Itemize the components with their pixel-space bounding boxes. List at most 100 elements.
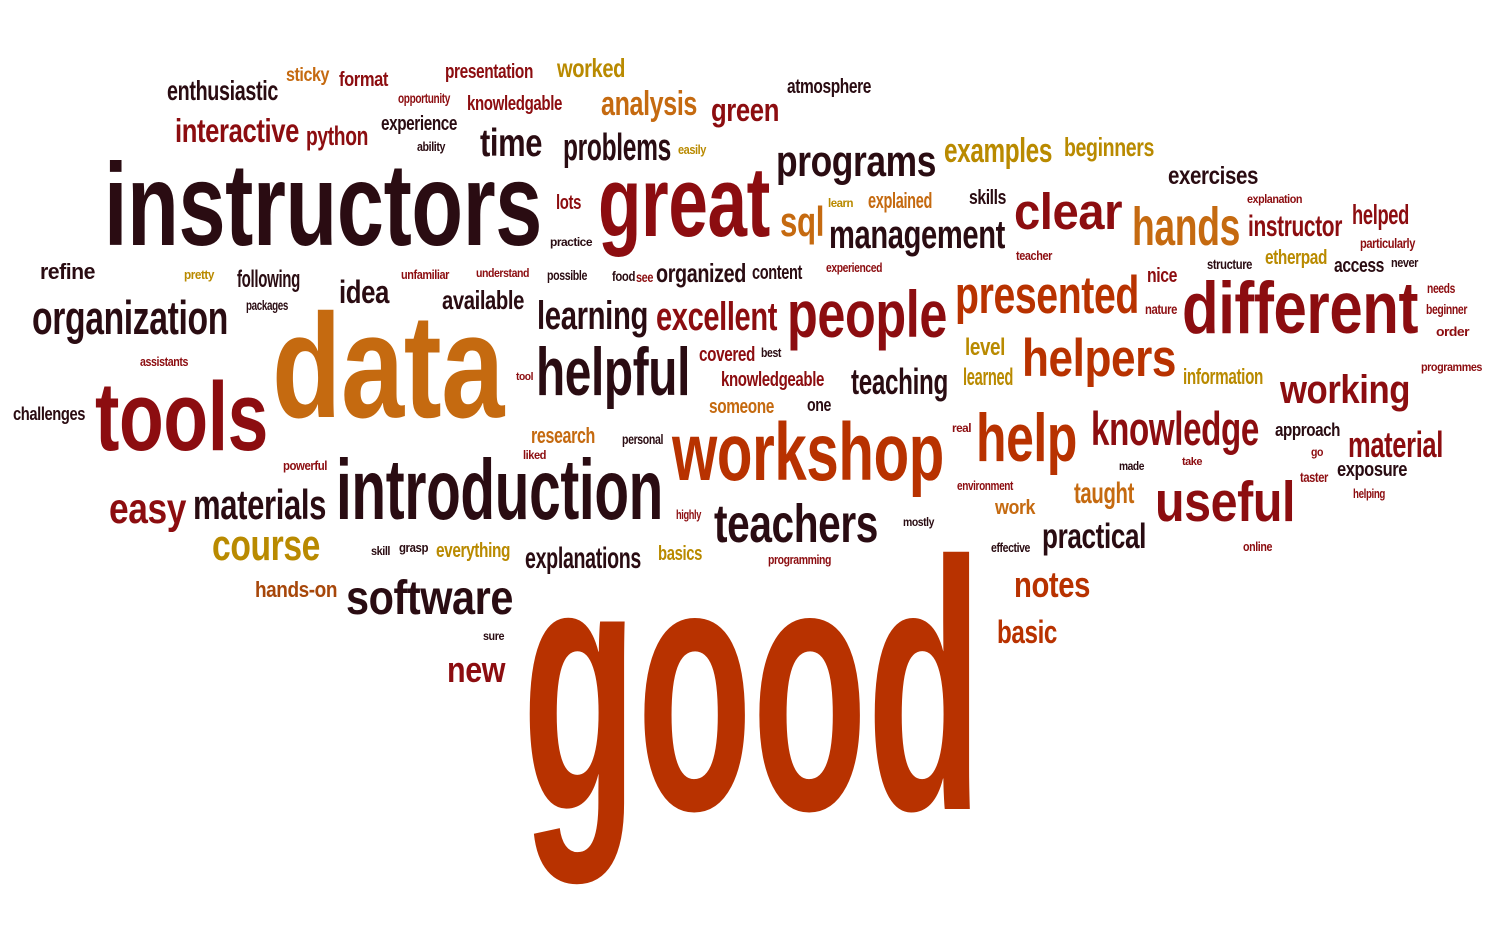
word-content: content xyxy=(752,262,802,284)
word-etherpad: etherpad xyxy=(1265,247,1327,269)
word-people: people xyxy=(787,277,947,351)
word-skills: skills xyxy=(969,187,1006,209)
word-mostly: mostly xyxy=(903,515,934,529)
word-helping: helping xyxy=(1353,486,1385,501)
word-teacher: teacher xyxy=(1016,248,1052,263)
word-pretty: pretty xyxy=(184,267,214,282)
word-problems: problems xyxy=(563,127,671,169)
word-lots: lots xyxy=(556,192,581,214)
word-easily: easily xyxy=(678,142,706,157)
word-beginner: beginner xyxy=(1426,301,1467,317)
word-idea: idea xyxy=(339,274,389,310)
word-exposure: exposure xyxy=(1337,459,1407,481)
word-level: level xyxy=(965,334,1005,361)
word-data: data xyxy=(272,284,504,449)
word-knowledge: knowledge xyxy=(1091,402,1259,455)
word-order: order xyxy=(1436,324,1470,339)
word-tool: tool xyxy=(516,371,533,383)
word-practice: practice xyxy=(550,235,593,249)
word-taster: taster xyxy=(1300,469,1328,485)
word-go: go xyxy=(1311,445,1323,459)
word-time: time xyxy=(480,122,542,165)
word-available: available xyxy=(442,285,524,315)
word-python: python xyxy=(306,121,368,151)
word-new: new xyxy=(447,649,505,690)
word-real: real xyxy=(952,421,972,435)
word-ability: ability xyxy=(417,139,445,154)
word-course: course xyxy=(212,521,320,570)
word-work: work xyxy=(995,497,1035,519)
word-helped: helped xyxy=(1352,199,1409,230)
word-materials: materials xyxy=(193,481,326,528)
word-format: format xyxy=(339,69,388,91)
word-nice: nice xyxy=(1147,265,1177,287)
word-practical: practical xyxy=(1042,517,1146,556)
word-basics: basics xyxy=(658,543,702,565)
word-easy: easy xyxy=(109,485,186,533)
word-explained: explained xyxy=(868,188,932,213)
word-exercises: exercises xyxy=(1168,162,1258,190)
word-environment: environment xyxy=(957,478,1013,493)
word-understand: understand xyxy=(476,266,529,280)
word-taught: taught xyxy=(1074,477,1134,510)
word-unfamiliar: unfamiliar xyxy=(401,267,449,282)
word-following: following xyxy=(237,266,300,293)
word-sticky: sticky xyxy=(286,65,329,86)
word-analysis: analysis xyxy=(601,85,697,123)
word-teaching: teaching xyxy=(851,361,948,402)
word-programming: programming xyxy=(768,552,831,567)
word-help: help xyxy=(976,400,1077,476)
word-good: good xyxy=(522,489,982,885)
word-learn: learn xyxy=(828,196,853,210)
word-interactive: interactive xyxy=(175,112,299,149)
word-made: made xyxy=(1119,459,1144,473)
word-see: see xyxy=(636,269,653,285)
word-food: food xyxy=(612,268,635,284)
word-presentation: presentation xyxy=(445,61,533,83)
word-access: access xyxy=(1334,255,1384,277)
word-research: research xyxy=(531,423,595,448)
word-sure: sure xyxy=(483,629,504,643)
word-presented: presented xyxy=(955,266,1139,325)
word-skill: skill xyxy=(371,544,390,558)
word-excellent: excellent xyxy=(656,295,777,339)
word-software: software xyxy=(346,572,513,625)
word-organization: organization xyxy=(32,291,228,344)
word-helpful: helpful xyxy=(536,334,690,410)
word-programs: programs xyxy=(776,137,936,186)
word-beginners: beginners xyxy=(1064,132,1154,162)
word-learned: learned xyxy=(963,364,1013,391)
word-effective: effective xyxy=(991,540,1030,555)
word-assistants: assistants xyxy=(140,354,188,369)
word-personal: personal xyxy=(622,431,663,447)
word-information: information xyxy=(1183,364,1263,389)
word-atmosphere: atmosphere xyxy=(787,76,871,98)
word-organized: organized xyxy=(656,258,746,288)
word-refine: refine xyxy=(40,259,95,284)
word-opportunity: opportunity xyxy=(398,90,450,106)
word-different: different xyxy=(1182,268,1418,349)
word-liked: liked xyxy=(523,448,546,462)
word-sql: sql xyxy=(780,198,824,245)
word-approach: approach xyxy=(1275,420,1340,440)
word-useful: useful xyxy=(1155,470,1295,534)
word-online: online xyxy=(1243,539,1272,554)
word-management: management xyxy=(829,213,1005,257)
word-grasp: grasp xyxy=(399,540,428,555)
word-challenges: challenges xyxy=(13,404,85,424)
word-enthusiastic: enthusiastic xyxy=(167,75,278,106)
word-packages: packages xyxy=(246,297,288,313)
word-knowledgable: knowledgable xyxy=(467,93,562,115)
word-experienced: experienced xyxy=(826,260,882,275)
word-instructor: instructor xyxy=(1248,210,1342,243)
word-needs: needs xyxy=(1427,280,1455,296)
word-someone: someone xyxy=(709,396,774,418)
word-great: great xyxy=(598,146,770,257)
word-nature: nature xyxy=(1145,301,1177,317)
word-clear: clear xyxy=(1014,183,1122,240)
word-take: take xyxy=(1182,456,1203,468)
word-hands-on: hands-on xyxy=(255,577,337,602)
word-covered: covered xyxy=(699,344,755,366)
word-helpers: helpers xyxy=(1022,329,1176,388)
